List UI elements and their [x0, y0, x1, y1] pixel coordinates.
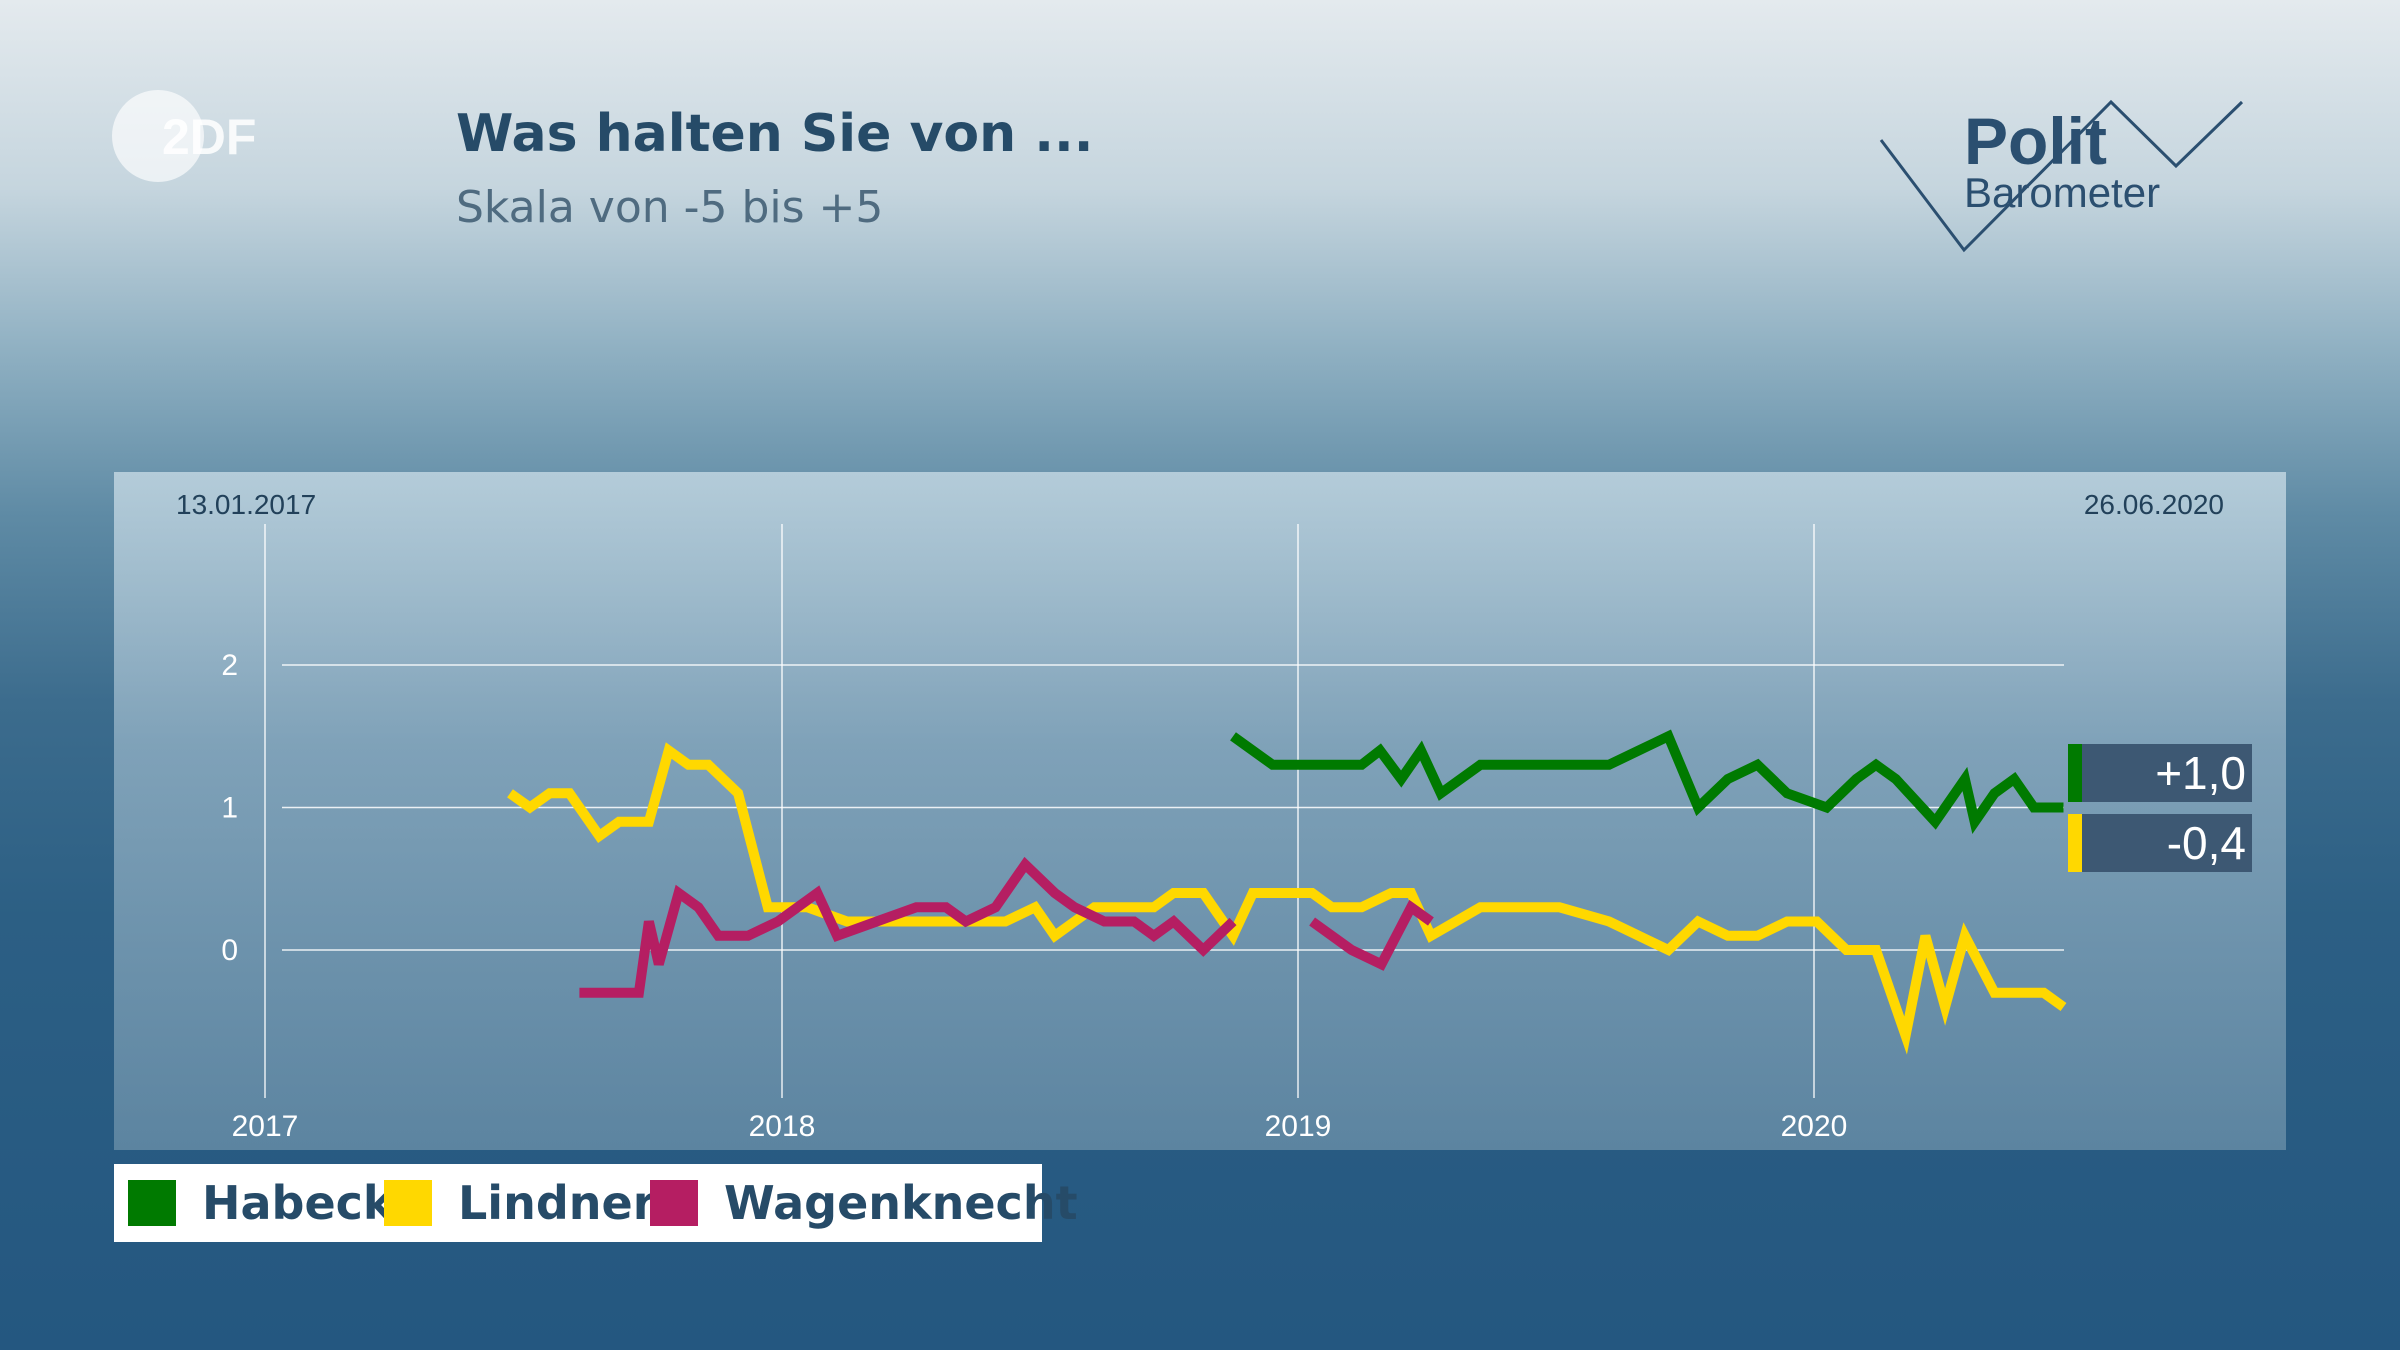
x-tick-label-2018: 2018	[749, 1110, 816, 1143]
chart-legend: Habeck Lindner Wagenknecht	[114, 1164, 1078, 1242]
chart-panel: 2017 2018 2019 2020 0 1 2 13.01.2017 26.06.2020 …	[114, 472, 2286, 1150]
legend-label-wagenknecht: Wagenknecht	[724, 1176, 1078, 1230]
page-subtitle: Skala von -5 bis +5	[456, 182, 884, 233]
x-tick-label-2020: 2020	[1781, 1110, 1848, 1143]
series-line-habeck	[1230, 729, 2064, 834]
brand-barometer-text: Barometer	[1964, 169, 2161, 216]
start-date-label: 13.01.2017	[176, 489, 316, 520]
brand-polit-text: Polit	[1964, 104, 2107, 178]
zdf-logo-text: 2DF	[162, 109, 256, 165]
x-tick-label-2017: 2017	[232, 1110, 299, 1143]
zdf-logo-circle	[112, 90, 204, 182]
end-date-label: 26.06.2020	[2084, 489, 2224, 520]
page-title: Was halten Sie von ...	[456, 104, 1094, 164]
y-tick-label-0: 0	[221, 934, 238, 967]
y-tick-label-1: 1	[221, 792, 238, 825]
zdf-logo: 2DF	[112, 90, 256, 182]
legend-label-lindner: Lindner	[458, 1176, 656, 1230]
end-value-swatch-lindner	[2068, 814, 2082, 872]
end-value-text-lindner: -0,4	[2166, 817, 2246, 869]
legend-swatch-habeck	[128, 1180, 176, 1226]
series-line-wagenknecht-1	[579, 856, 1237, 998]
end-value-label-habeck: +1,0	[2068, 744, 2252, 802]
series-line-lindner	[507, 742, 2067, 1055]
legend-swatch-wagenknecht	[650, 1180, 698, 1226]
line-chart: 2017 2018 2019 2020 0 1 2 13.01.2017 26.06.2020	[176, 489, 2224, 1143]
series-line-wagenknecht-2	[1309, 899, 1434, 971]
politbarometer-logo: Polit Barometer	[1876, 98, 2248, 254]
end-value-text-habeck: +1,0	[2155, 747, 2246, 799]
legend-swatch-lindner	[384, 1180, 432, 1226]
end-value-swatch-habeck	[2068, 744, 2082, 802]
barometer-zigzag-icon	[1879, 99, 2244, 253]
x-tick-label-2019: 2019	[1265, 1110, 1332, 1143]
legend-label-habeck: Habeck	[202, 1176, 394, 1230]
end-value-label-lindner: -0,4	[2068, 814, 2252, 872]
y-tick-label-2: 2	[221, 649, 238, 682]
